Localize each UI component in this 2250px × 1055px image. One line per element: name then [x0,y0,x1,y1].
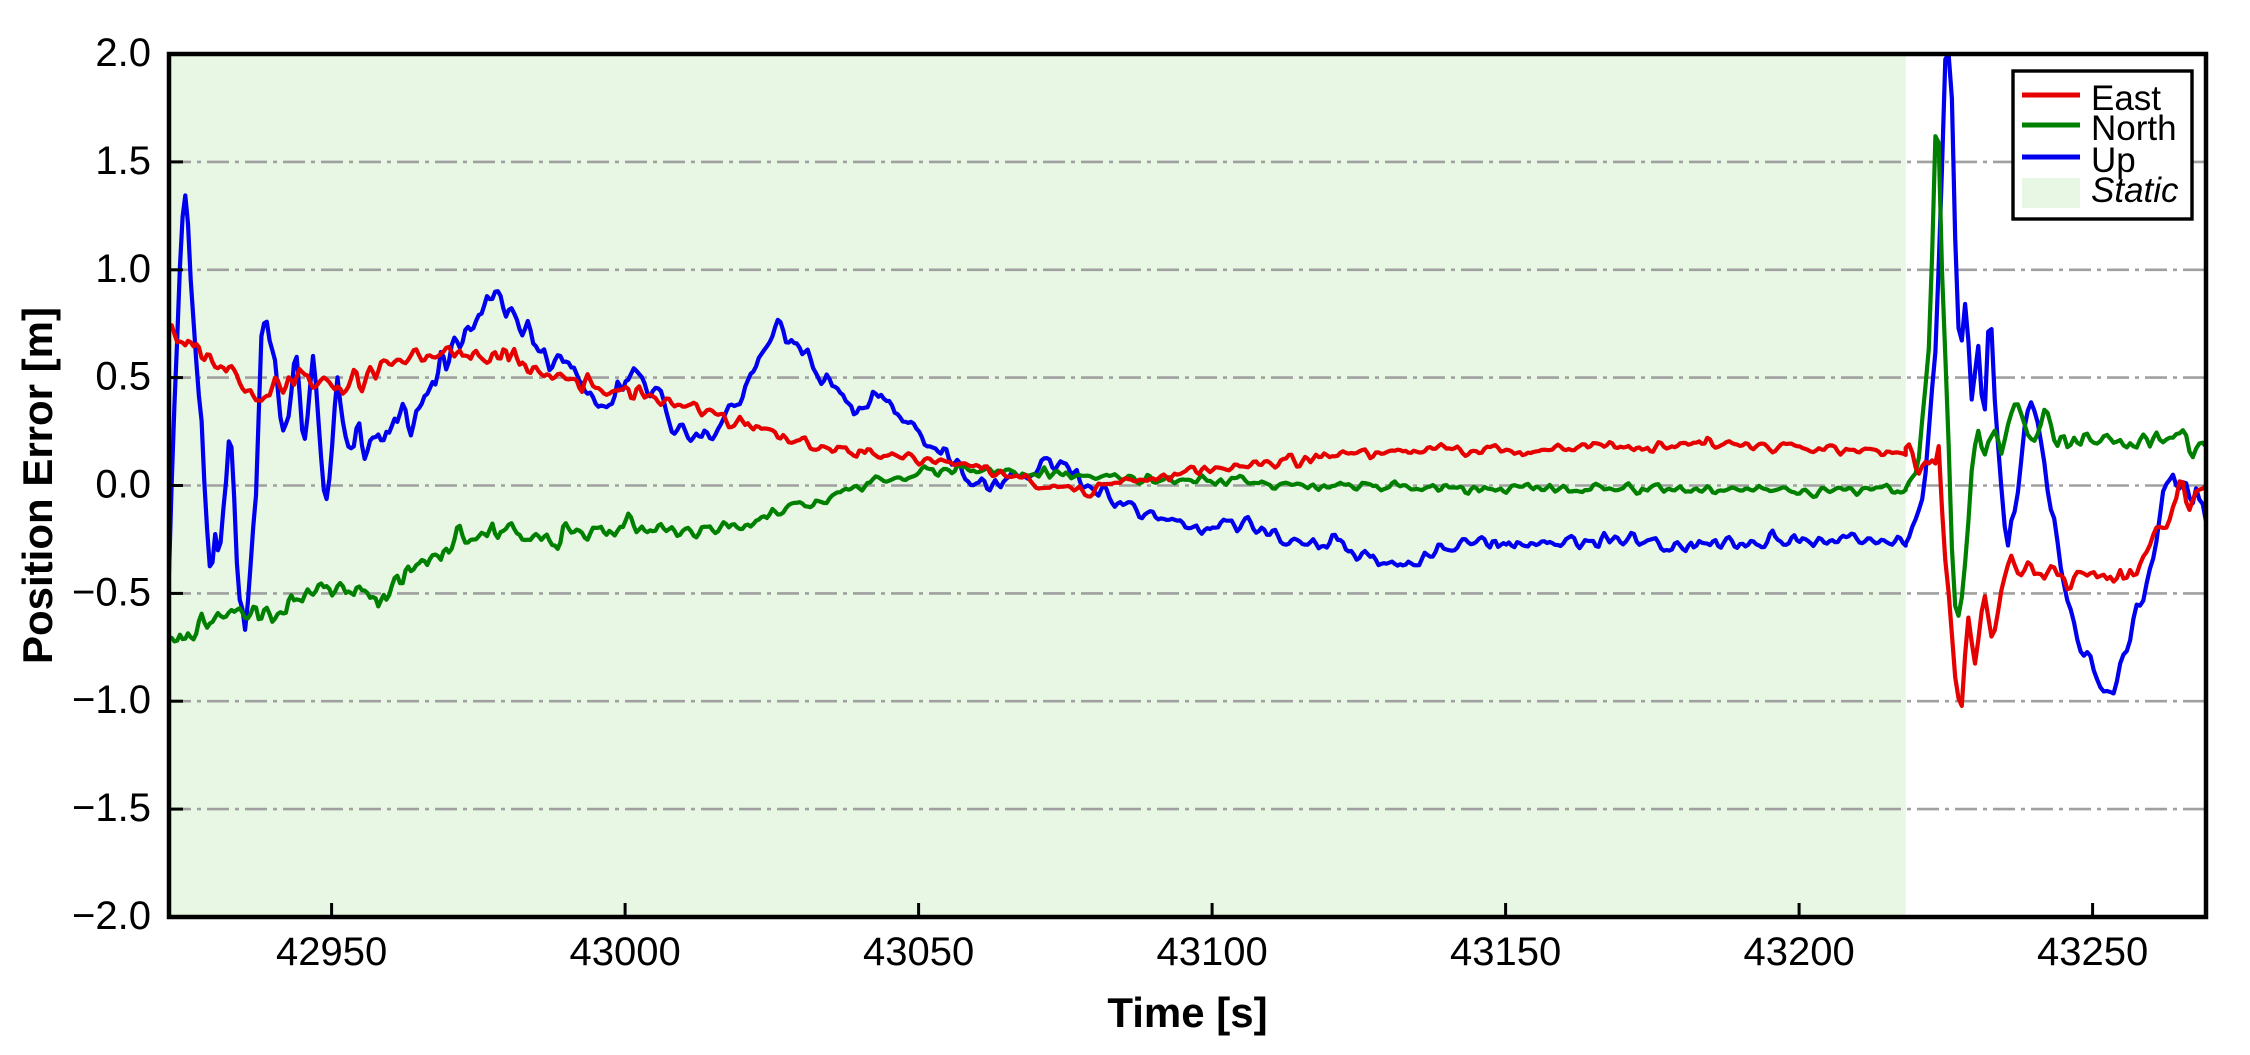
svg-text:42950: 42950 [276,930,387,974]
svg-text:−0.5: −0.5 [72,570,151,614]
svg-text:−1.5: −1.5 [72,786,151,830]
svg-text:43250: 43250 [2037,930,2148,974]
svg-text:43000: 43000 [569,930,680,974]
svg-text:−1.0: −1.0 [72,678,151,722]
svg-text:1.5: 1.5 [95,139,151,183]
svg-text:43150: 43150 [1450,930,1561,974]
svg-text:43050: 43050 [863,930,974,974]
svg-text:Time [s]: Time [s] [1107,989,1267,1036]
svg-text:0.5: 0.5 [95,355,151,399]
svg-text:Static: Static [2091,171,2179,210]
svg-text:Position Error [m]: Position Error [m] [14,307,61,664]
svg-text:1.0: 1.0 [95,247,151,291]
svg-text:2.0: 2.0 [95,31,151,75]
svg-text:−2.0: −2.0 [72,894,151,938]
svg-text:0.0: 0.0 [95,463,151,507]
svg-text:43100: 43100 [1156,930,1267,974]
svg-text:43200: 43200 [1743,930,1854,974]
